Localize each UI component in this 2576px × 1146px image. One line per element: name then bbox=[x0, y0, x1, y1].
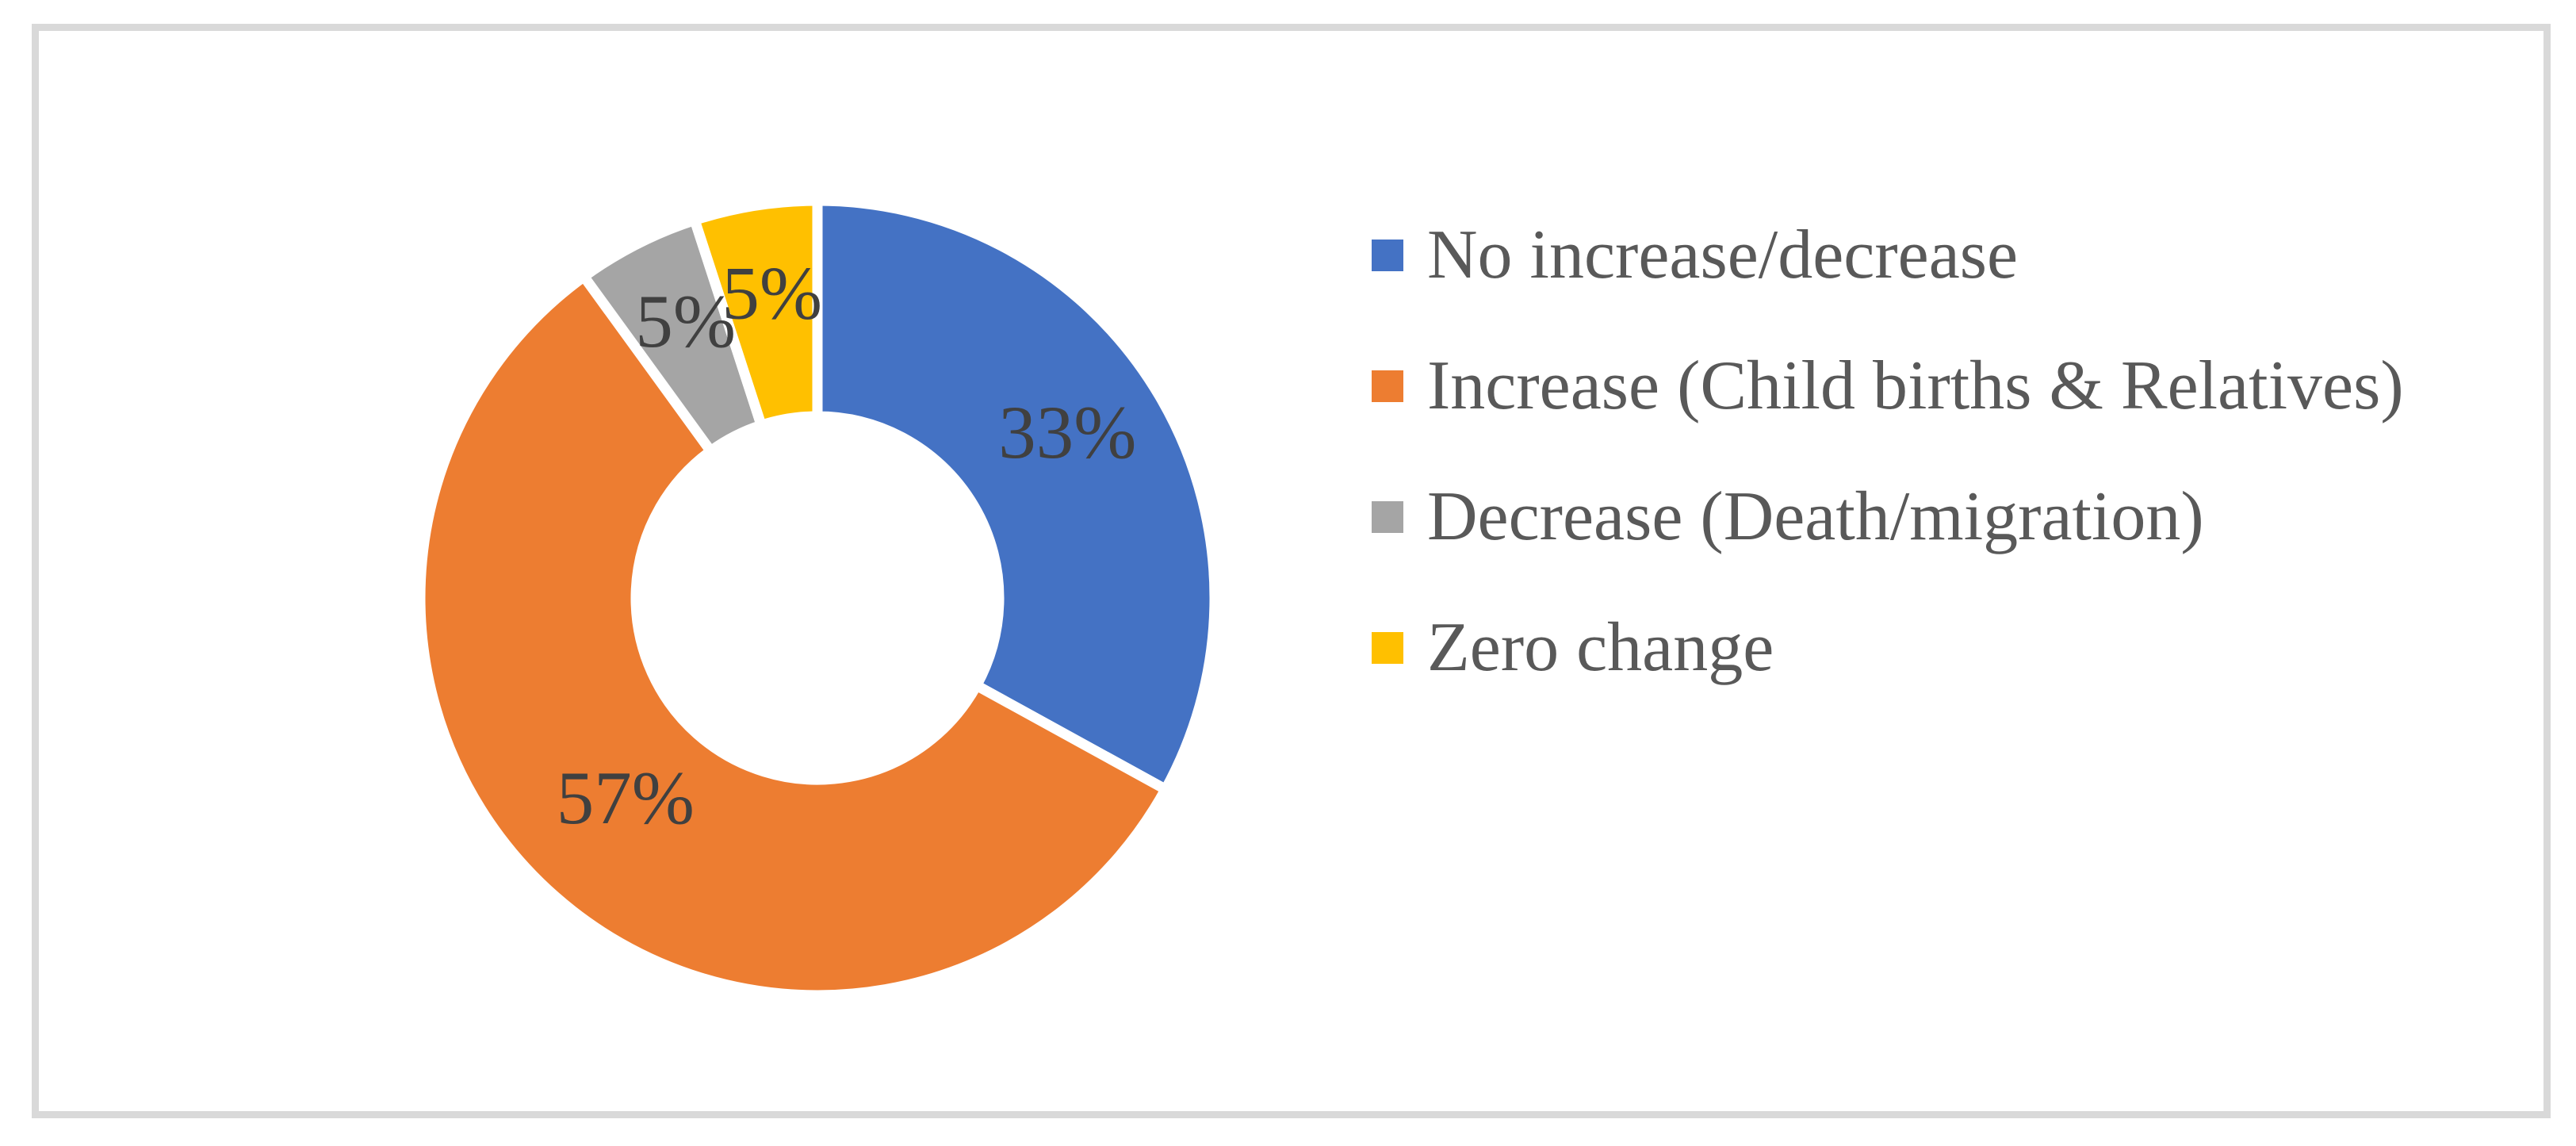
data-label-zero-change: 5% bbox=[722, 251, 822, 335]
legend-item-zero-change: Zero change bbox=[1372, 606, 2404, 690]
legend-label: Zero change bbox=[1427, 609, 1774, 686]
legend-swatch-icon bbox=[1372, 632, 1403, 664]
pie-slice-increase-child-births-relatives bbox=[415, 269, 1173, 1001]
data-label-decrease-death-migration: 5% bbox=[635, 279, 736, 363]
legend-swatch-icon bbox=[1372, 501, 1403, 533]
data-label-no-increase-decrease: 33% bbox=[998, 390, 1136, 474]
legend-label: Increase (Child births & Relatives) bbox=[1427, 347, 2404, 424]
legend-item-increase-child-births-relatives: Increase (Child births & Relatives) bbox=[1372, 344, 2404, 428]
legend-label: No increase/decrease bbox=[1427, 217, 2019, 293]
legend-swatch-icon bbox=[1372, 240, 1403, 271]
data-label-increase-child-births-relatives: 57% bbox=[557, 756, 695, 840]
pie-slice-zero-change bbox=[687, 195, 823, 432]
legend-swatch-icon bbox=[1372, 370, 1403, 402]
pie-slice-no-increase-decrease bbox=[812, 195, 1220, 797]
figure-border bbox=[32, 24, 2551, 1118]
legend-item-decrease-death-migration: Decrease (Death/migration) bbox=[1372, 475, 2404, 559]
legend-label: Decrease (Death/migration) bbox=[1427, 478, 2204, 555]
legend: No increase/decrease Increase (Child birt… bbox=[1372, 213, 2404, 737]
legend-item-no-increase-decrease: No increase/decrease bbox=[1372, 213, 2404, 297]
